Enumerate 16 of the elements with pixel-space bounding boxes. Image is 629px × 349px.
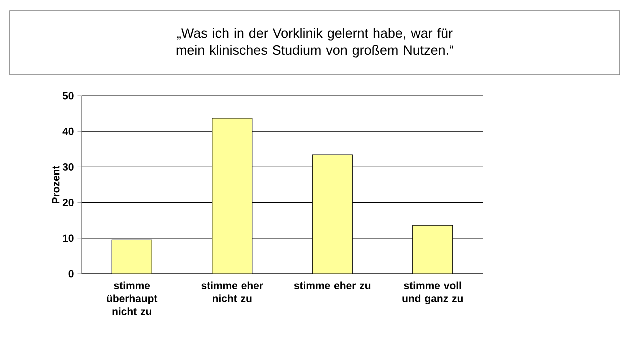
y-tick-label: 10 (63, 234, 74, 242)
y-tick-label: 40 (62, 128, 74, 136)
y-tick-label: 50 (62, 92, 74, 100)
bar (112, 240, 152, 274)
chart-title: „Was ich in der Vorklinik gelernt habe, war für mein klinisches Studium von großem Nutzen.“ (176, 28, 454, 58)
y-tick-label: 30 (62, 163, 74, 171)
x-tick-label: stimme eher nicht zu (202, 282, 264, 302)
y-axis-title: Prozent (52, 166, 60, 204)
x-tick-label: stimme überhaupt nicht zu (107, 282, 158, 316)
bar (312, 154, 353, 274)
bar (212, 118, 253, 274)
bar (412, 225, 454, 274)
x-tick-label: stimme voll und ganz zu (402, 282, 463, 305)
x-tick-label: stimme eher zu (294, 282, 371, 290)
y-tick-label: 20 (62, 199, 74, 207)
y-tick-label: 0 (68, 270, 74, 278)
